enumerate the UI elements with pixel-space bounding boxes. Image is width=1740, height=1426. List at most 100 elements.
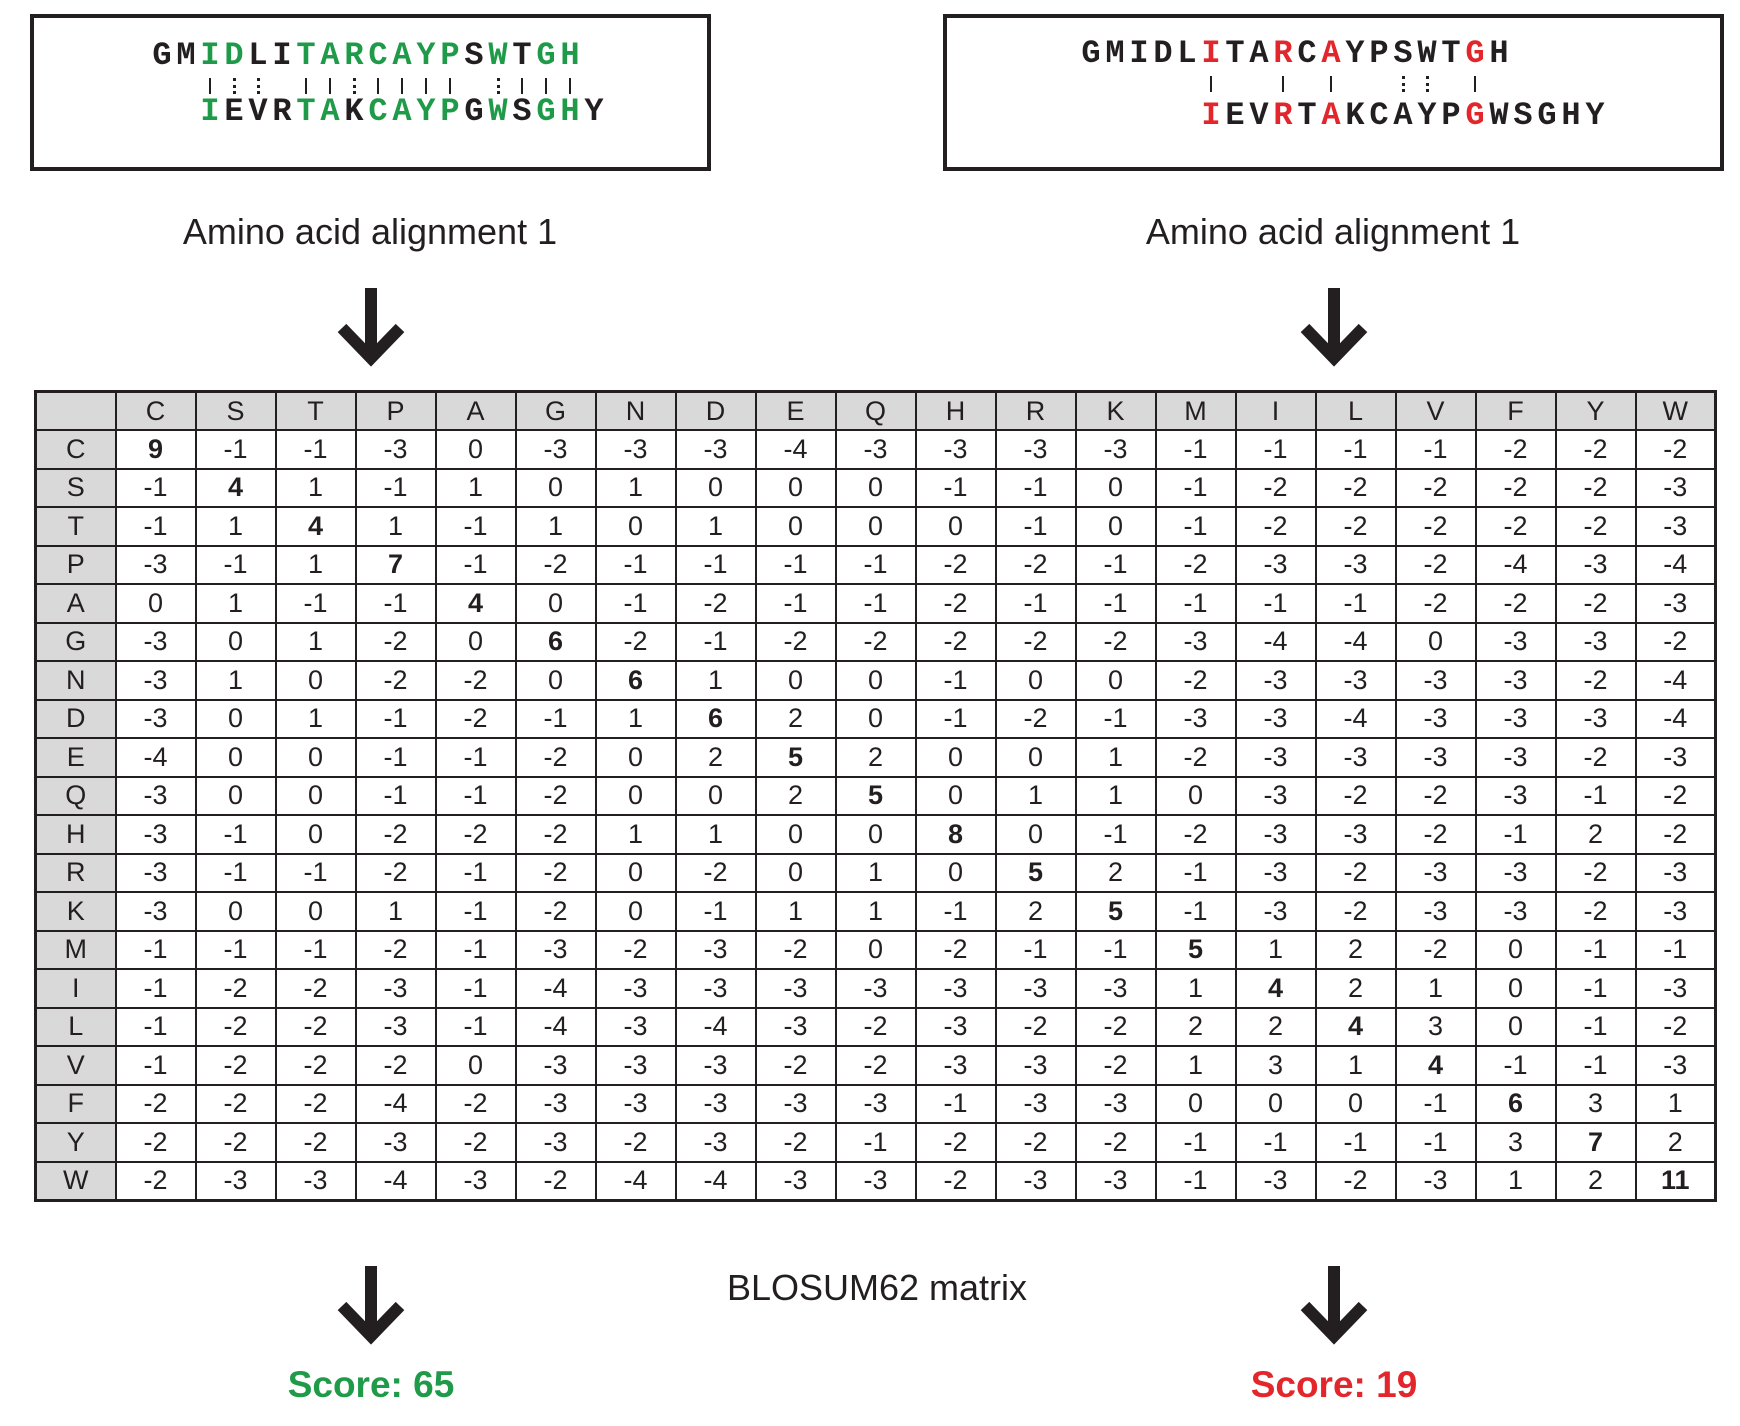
residue: S xyxy=(512,93,532,130)
matrix-cell: -2 xyxy=(274,1006,357,1047)
matrix-cell: -1 xyxy=(674,891,757,932)
matrix-cell: -1 xyxy=(434,968,517,1009)
matrix-cell: 0 xyxy=(834,814,917,855)
matrix-cell: -2 xyxy=(914,544,997,585)
residue: P xyxy=(440,37,460,74)
residue: I xyxy=(200,37,220,74)
matrix-cell: -3 xyxy=(1074,968,1157,1009)
matrix-cell: -1 xyxy=(994,506,1077,547)
matrix-cell: -3 xyxy=(834,968,917,1009)
matrix-cell: -2 xyxy=(1554,852,1637,893)
matrix-cell: -2 xyxy=(594,929,677,970)
matrix-cell: -3 xyxy=(594,1083,677,1124)
matrix-cell: -2 xyxy=(1634,621,1717,662)
matrix-cell: 1 xyxy=(1234,929,1317,970)
matrix-cell: -1 xyxy=(674,544,757,585)
matrix-cell: -3 xyxy=(594,968,677,1009)
matrix-row: S -1 4 1 -1 1 0 1 0 0 0 -1 -1 0 -1 -2 -2 -2 -2 -2 -3 xyxy=(34,467,1717,508)
matrix-cell: -1 xyxy=(1154,429,1237,470)
matrix-cell: -4 xyxy=(1634,698,1717,739)
matrix-row: W -2 -3 -3 -4 -3 -2 -4 -4 -3 -3 -2 -3 -3 -1 -3 -2 -3 1 2 11 xyxy=(34,1160,1717,1202)
matrix-cell: -2 xyxy=(834,1045,917,1086)
matrix-cell: -3 xyxy=(514,1122,597,1163)
matrix-cell: -1 xyxy=(914,891,997,932)
matrix-row: R -3 -1 -1 -2 -1 -2 0 -2 0 1 0 5 2 -1 -3 -2 -3 -3 -2 -3 xyxy=(34,852,1717,893)
residue: G xyxy=(536,93,556,130)
matrix-row-header: S xyxy=(34,467,117,508)
matrix-cell: -2 xyxy=(594,1122,677,1163)
matrix-cell: 5 xyxy=(1074,891,1157,932)
matrix-cell: -1 xyxy=(114,467,197,508)
matrix-cell: -3 xyxy=(514,1083,597,1124)
matrix-cell: -3 xyxy=(1554,698,1637,739)
matrix-cell: -3 xyxy=(514,929,597,970)
matrix-cell: -3 xyxy=(1474,698,1557,739)
matrix-cell: 0 xyxy=(1314,1083,1397,1124)
matrix-cell: -2 xyxy=(994,698,1077,739)
residue: R xyxy=(344,37,364,74)
matrix-cell: 1 xyxy=(194,583,277,624)
similarity-connector xyxy=(1426,76,1429,92)
matrix-cell: 7 xyxy=(1554,1122,1637,1163)
matrix-caption: BLOSUM62 matrix xyxy=(726,1267,1028,1308)
matrix-cell: -2 xyxy=(1074,1045,1157,1086)
matrix-cell: -1 xyxy=(1074,698,1157,739)
matrix-cell: 1 xyxy=(1074,737,1157,778)
matrix-cell: 0 xyxy=(194,698,277,739)
matrix-cell: 4 xyxy=(1394,1045,1477,1086)
matrix-cell: -2 xyxy=(114,1083,197,1124)
matrix-cell: -3 xyxy=(1234,891,1317,932)
matrix-cell: -1 xyxy=(354,583,437,624)
residue: P xyxy=(440,93,460,130)
residue: Y xyxy=(584,93,604,130)
residue: P xyxy=(1369,35,1389,72)
matrix-cell: 0 xyxy=(674,775,757,816)
matrix-cell: -2 xyxy=(994,1122,1077,1163)
matrix-cell: -3 xyxy=(1474,737,1557,778)
matrix-cell: 0 xyxy=(1154,1083,1237,1124)
matrix-cell: -2 xyxy=(1394,467,1477,508)
matrix-cell: 1 xyxy=(674,814,757,855)
matrix-column-header: D xyxy=(674,390,757,431)
matrix-cell: -1 xyxy=(1394,429,1477,470)
matrix-cell: 0 xyxy=(194,891,277,932)
matrix-row: Q -3 0 0 -1 -1 -2 0 0 2 5 0 1 1 0 -3 -2 -2 -3 -1 -2 xyxy=(34,775,1717,816)
matrix-cell: 1 xyxy=(354,891,437,932)
matrix-cell: -1 xyxy=(1074,583,1157,624)
matrix-cell: -3 xyxy=(1634,737,1717,778)
down-arrow-icon xyxy=(1300,1266,1368,1345)
matrix-cell: -1 xyxy=(1634,929,1717,970)
matrix-cell: -2 xyxy=(1154,814,1237,855)
matrix-column-header: E xyxy=(754,390,837,431)
matrix-cell: -3 xyxy=(114,852,197,893)
matrix-row: H -3 -1 0 -2 -2 -2 1 1 0 0 8 0 -1 -2 -3 -3 -2 -1 2 -2 xyxy=(34,814,1717,855)
matrix-cell: -4 xyxy=(514,968,597,1009)
matrix-cell: -2 xyxy=(1394,775,1477,816)
matrix-cell: -2 xyxy=(354,814,437,855)
matrix-cell: 3 xyxy=(1234,1045,1317,1086)
matrix-cell: -1 xyxy=(1554,968,1637,1009)
matrix-cell: -3 xyxy=(994,429,1077,470)
matrix-cell: -3 xyxy=(994,1160,1077,1202)
down-arrow-icon xyxy=(337,288,405,367)
matrix-cell: -2 xyxy=(1554,429,1637,470)
matrix-cell: -2 xyxy=(1234,467,1317,508)
matrix-row-header: F xyxy=(34,1083,117,1124)
matrix-cell: -4 xyxy=(754,429,837,470)
matrix-cell: -1 xyxy=(434,1006,517,1047)
matrix-cell: -1 xyxy=(194,544,277,585)
matrix-cell: -1 xyxy=(994,929,1077,970)
residue: H xyxy=(560,93,580,130)
matrix-cell: 5 xyxy=(754,737,837,778)
identity-connector xyxy=(1282,76,1284,92)
matrix-cell: -2 xyxy=(754,929,837,970)
matrix-cell: 2 xyxy=(1554,1160,1637,1202)
matrix-row: A 0 1 -1 -1 4 0 -1 -2 -1 -1 -2 -1 -1 -1 -1 -1 -2 -2 -2 -3 xyxy=(34,583,1717,624)
matrix-cell: -2 xyxy=(1314,1160,1397,1202)
matrix-cell: 2 xyxy=(994,891,1077,932)
matrix-cell: -2 xyxy=(1394,544,1477,585)
matrix-cell: -1 xyxy=(114,506,197,547)
matrix-cell: -2 xyxy=(674,852,757,893)
score-left: Score: 65 xyxy=(287,1364,455,1405)
matrix-cell: -3 xyxy=(1234,737,1317,778)
